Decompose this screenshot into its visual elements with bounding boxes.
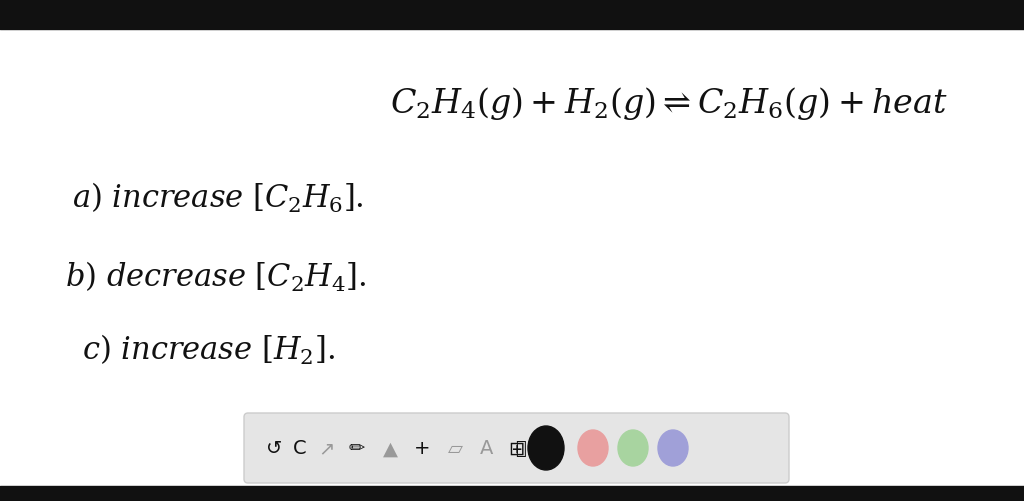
Text: $c)\ increase\ [H_2].$: $c)\ increase\ [H_2].$: [82, 332, 335, 366]
Text: ▲: ▲: [383, 438, 397, 457]
Ellipse shape: [618, 430, 648, 466]
Text: $a)\ increase\ [C_2H_6].$: $a)\ increase\ [C_2H_6].$: [72, 180, 364, 214]
Text: 🖼: 🖼: [515, 439, 525, 457]
Text: C: C: [293, 438, 307, 457]
Text: +: +: [414, 438, 430, 457]
Text: ↗: ↗: [317, 438, 334, 457]
FancyBboxPatch shape: [244, 413, 790, 483]
Text: ✏: ✏: [349, 438, 366, 457]
Text: A: A: [480, 438, 494, 457]
Text: ⊞: ⊞: [508, 438, 524, 457]
Text: $b)\ decrease\ [C_2H_4].$: $b)\ decrease\ [C_2H_4].$: [65, 260, 367, 294]
Ellipse shape: [578, 430, 608, 466]
Text: ↺: ↺: [266, 438, 283, 457]
Text: ▱: ▱: [447, 438, 463, 457]
Ellipse shape: [658, 430, 688, 466]
Ellipse shape: [528, 426, 564, 470]
Text: $C_2H_4(g) + H_2(g) \rightleftharpoons C_2H_6(g) + heat$: $C_2H_4(g) + H_2(g) \rightleftharpoons C…: [390, 84, 948, 121]
